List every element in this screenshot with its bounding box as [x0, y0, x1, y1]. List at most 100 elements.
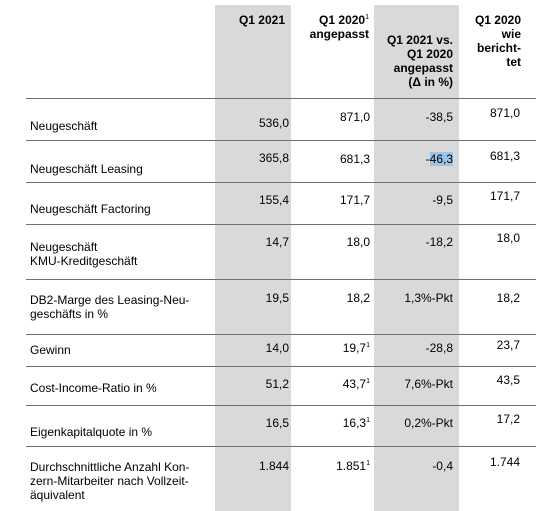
- header-q1-2021-line: Q1 2021: [238, 13, 285, 27]
- header-reported-line: wie: [501, 27, 521, 41]
- footnote-marker: 1: [365, 14, 369, 21]
- table-row: Neugeschäft 536,0 871,0 -38,5 871,0: [26, 98, 536, 141]
- header-q1-2020-adjusted-line2: angepasst: [309, 27, 369, 41]
- value-q1-2021: 14,0: [265, 341, 289, 355]
- table-row: Cost-Income-Ratio in % 51,2 43,71 7,6%-P…: [26, 366, 536, 406]
- row-label-line: DB2-Marge des Leasing-Neu-: [30, 293, 190, 307]
- value-q1-2021: 51,2: [265, 377, 289, 391]
- value-q1-2021: 16,5: [265, 416, 289, 430]
- value-text: 681,3: [339, 152, 370, 166]
- value-delta: 7,6%-Pkt: [404, 377, 453, 391]
- footnote-marker: 1: [366, 378, 370, 385]
- header-q1-2021: Q1 2021: [215, 13, 285, 27]
- row-label: Eigenkapitalquote in %: [30, 425, 152, 439]
- row-label-line: KMU-Kreditgeschäft: [30, 254, 138, 268]
- header-delta-line: angepasst: [393, 61, 453, 75]
- table-row: Neugeschäft Factoring 155,4 171,7 -9,5 1…: [26, 182, 536, 225]
- header-q1-2020-adjusted: Q1 20201 angepasst: [291, 13, 369, 41]
- row-label-line: Eigenkapitalquote in %: [30, 425, 153, 439]
- value-q1-2021: 365,8: [258, 151, 289, 165]
- row-label: Neugeschäft KMU-Kreditgeschäft: [30, 240, 137, 268]
- value-text: 43,7: [342, 377, 367, 391]
- value-text: 18,2: [346, 291, 370, 305]
- text-selection-highlight[interactable]: 46,3: [429, 152, 453, 166]
- value-delta: -38,5: [425, 110, 453, 124]
- value-text: 19,7: [342, 341, 367, 355]
- value-q1-2020-adjusted: 171,7: [340, 193, 370, 207]
- value-q1-2020-adjusted: 43,71: [343, 377, 370, 391]
- row-label-line: Neugeschäft: [30, 240, 98, 254]
- value-delta: 1,3%-Pkt: [404, 291, 453, 305]
- value-q1-2020-reported: 17,2: [496, 412, 520, 426]
- value-delta: -9,5: [432, 193, 453, 207]
- header-delta-line: Q1 2021 vs.: [386, 33, 453, 47]
- row-label: Durchschnittliche Anzahl Kon- zern-Mitar…: [30, 460, 189, 502]
- row-label-line: Neugeschäft: [30, 119, 98, 133]
- row-label-line: Gewinn: [30, 343, 71, 357]
- value-q1-2020-reported: 171,7: [489, 189, 520, 203]
- row-label: Cost-Income-Ratio in %: [30, 381, 157, 395]
- column-shading-delta: [374, 5, 459, 511]
- value-delta: 0,2%-Pkt: [404, 416, 453, 430]
- footnote-marker: 1: [366, 460, 370, 467]
- value-q1-2021: 1.844: [258, 459, 289, 473]
- value-q1-2020-reported: 871,0: [489, 106, 520, 120]
- table-row: Durchschnittliche Anzahl Kon- zern-Mitar…: [26, 446, 536, 509]
- header-reported-line: Q1 2020: [474, 13, 521, 27]
- value-text: 16,3: [342, 416, 367, 430]
- row-label: DB2-Marge des Leasing-Neu- geschäfts in …: [30, 293, 189, 321]
- value-text: 871,0: [339, 110, 370, 124]
- row-label: Neugeschäft: [30, 119, 97, 133]
- value-q1-2020-reported: 681,3: [489, 149, 520, 163]
- value-text: 18,0: [346, 235, 370, 249]
- value-text: 1.851: [336, 459, 367, 473]
- value-q1-2021: 536,0: [258, 116, 289, 130]
- table-row: Eigenkapitalquote in % 16,5 16,31 0,2%-P…: [26, 405, 536, 447]
- value-q1-2020-adjusted: 1.8511: [336, 459, 370, 473]
- value-q1-2021: 19,5: [265, 291, 289, 305]
- value-delta: -18,2: [425, 235, 453, 249]
- value-delta: -0,4: [432, 459, 453, 473]
- table-row: Neugeschäft Leasing 365,8 681,3 -46,3 68…: [26, 140, 536, 183]
- header-reported-line: bericht-: [476, 41, 521, 55]
- value-q1-2020-adjusted: 19,71: [343, 341, 370, 355]
- row-label-line: Cost-Income-Ratio in %: [30, 381, 157, 395]
- header-reported-line: tet: [506, 55, 521, 69]
- row-label-line: äquivalent: [30, 488, 85, 502]
- row-label-line: Durchschnittliche Anzahl Kon-: [30, 460, 190, 474]
- value-delta: -28,8: [425, 341, 453, 355]
- value-q1-2021: 14,7: [265, 235, 289, 249]
- header-q1-2020-reported: Q1 2020 wie bericht- tet: [459, 13, 521, 69]
- value-q1-2020-adjusted: 18,0: [347, 235, 370, 249]
- row-label-line: Neugeschäft Leasing: [30, 162, 143, 176]
- header-delta-line: Q1 2020: [406, 47, 453, 61]
- header-text: Q1 2020: [319, 13, 366, 27]
- table-row: Gewinn 14,0 19,71 -28,8 23,7: [26, 334, 536, 367]
- value-q1-2020-adjusted: 681,3: [340, 152, 370, 166]
- value-text: -: [425, 152, 430, 166]
- value-q1-2020-adjusted: 16,31: [343, 416, 370, 430]
- value-q1-2020-reported: 18,2: [496, 291, 520, 305]
- row-label-line: Neugeschäft Factoring: [30, 202, 151, 216]
- row-label: Gewinn: [30, 343, 71, 357]
- value-q1-2020-reported: 1.744: [489, 455, 520, 469]
- row-label-line: geschäfts in %: [30, 307, 109, 321]
- value-q1-2020-reported: 43,5: [496, 373, 520, 387]
- value-q1-2021: 155,4: [258, 193, 289, 207]
- table-row: DB2-Marge des Leasing-Neu- geschäfts in …: [26, 279, 536, 335]
- row-label: Neugeschäft Leasing: [30, 162, 143, 176]
- header-q1-2020-adjusted-line1: Q1 20201: [291, 13, 369, 27]
- footnote-marker: 1: [366, 417, 370, 424]
- value-q1-2020-reported: 23,7: [496, 338, 520, 352]
- footnote-marker: 1: [366, 342, 370, 349]
- value-delta: -46,3: [426, 152, 453, 166]
- header-delta: Q1 2021 vs. Q1 2020 angepasst (Δ in %): [374, 33, 453, 89]
- value-text: 171,7: [339, 193, 370, 207]
- header-delta-line: (Δ in %): [408, 75, 453, 89]
- value-q1-2020-adjusted: 18,2: [347, 291, 370, 305]
- row-label: Neugeschäft Factoring: [30, 202, 151, 216]
- row-label-line: zern-Mitarbeiter nach Vollzeit-: [30, 474, 189, 488]
- value-q1-2020-adjusted: 871,0: [340, 110, 370, 124]
- value-q1-2020-reported: 18,0: [496, 231, 520, 245]
